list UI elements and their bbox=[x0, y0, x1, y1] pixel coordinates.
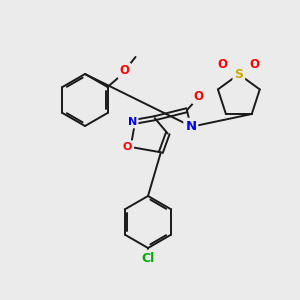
Text: N: N bbox=[128, 117, 137, 127]
Text: S: S bbox=[234, 68, 243, 81]
Text: O: O bbox=[218, 58, 228, 71]
Text: N: N bbox=[185, 120, 197, 133]
Text: O: O bbox=[194, 90, 204, 103]
Text: O: O bbox=[119, 64, 130, 77]
Text: O: O bbox=[250, 58, 260, 71]
Text: O: O bbox=[123, 142, 132, 152]
Text: Cl: Cl bbox=[141, 251, 154, 265]
